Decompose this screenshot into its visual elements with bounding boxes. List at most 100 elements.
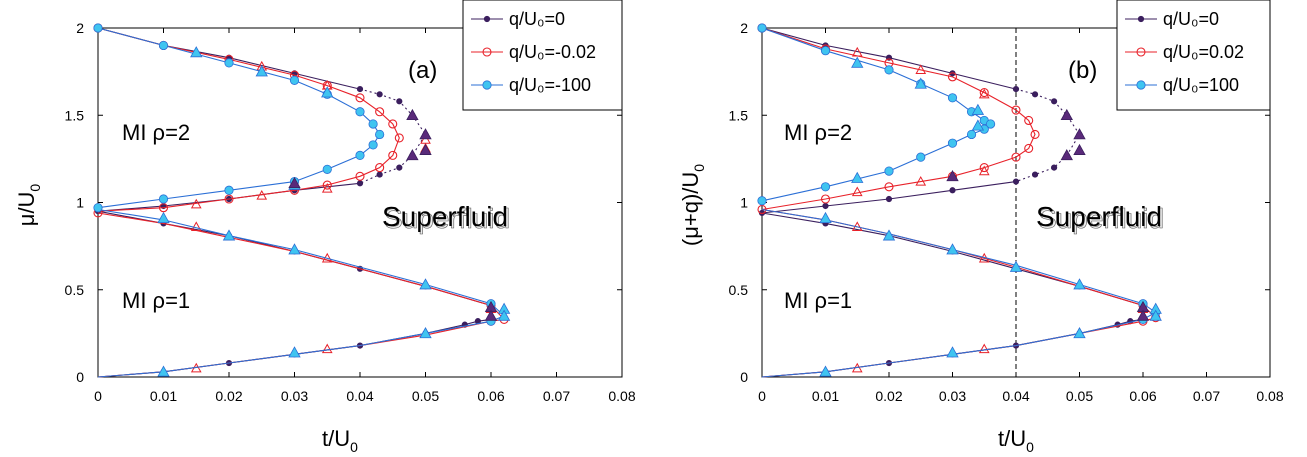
x-axis-label-sub: 0 bbox=[350, 439, 358, 455]
dark-triangles bbox=[288, 108, 498, 321]
y-tick-label: 2 bbox=[76, 20, 84, 36]
triangle-point bbox=[255, 65, 268, 77]
data-point bbox=[483, 15, 491, 23]
series-2 bbox=[93, 23, 511, 378]
legend: q/U₀=0 q/U₀=-0.02 q/U₀=-100 bbox=[462, 0, 623, 111]
triangle-point bbox=[288, 176, 301, 189]
x-tick-label: 0.07 bbox=[543, 388, 570, 404]
data-point bbox=[355, 150, 365, 160]
data-point bbox=[1024, 143, 1034, 153]
legend: q/U₀=0 q/U₀=0.02 q/U₀=100 bbox=[1116, 0, 1271, 111]
data-point bbox=[322, 180, 332, 190]
triangle-point bbox=[190, 198, 202, 209]
triangle-point bbox=[946, 243, 959, 255]
data-point bbox=[93, 203, 103, 213]
x-tick-label: 0.02 bbox=[215, 388, 242, 404]
x-axis: 0 0.01 0.02 0.03 0.04 0.05 0.06 0.07 0.08 bbox=[94, 28, 636, 404]
data-point bbox=[388, 119, 398, 129]
data-point bbox=[224, 58, 234, 68]
data-point bbox=[356, 85, 364, 93]
data-point bbox=[93, 23, 103, 33]
data-point bbox=[482, 47, 492, 57]
triangle-point bbox=[915, 176, 927, 186]
triangle-point bbox=[406, 149, 419, 161]
data-point bbox=[1051, 164, 1058, 171]
y-axis-label-main: (μ+q)/U bbox=[678, 172, 703, 246]
triangle-point bbox=[882, 229, 896, 241]
data-point bbox=[820, 46, 831, 56]
triangle-point bbox=[946, 346, 959, 358]
data-point bbox=[158, 40, 169, 51]
panel-a: 0 0.01 0.02 0.03 0.04 0.05 0.06 0.07 0.08 0 0.5 1 1… bbox=[14, 0, 636, 455]
y-tick-label: 1.5 bbox=[729, 107, 749, 123]
x-tick-label: 0.05 bbox=[1066, 388, 1093, 404]
data-point bbox=[394, 133, 404, 143]
data-point bbox=[224, 185, 234, 195]
data-point bbox=[757, 23, 767, 33]
triangle-point bbox=[419, 128, 432, 140]
data-point bbox=[947, 93, 958, 103]
triangle-point bbox=[946, 170, 959, 182]
data-point bbox=[158, 194, 169, 204]
triangle-point bbox=[157, 211, 170, 224]
data-point bbox=[388, 150, 398, 160]
x-tick-label: 0.03 bbox=[939, 388, 966, 404]
data-point bbox=[356, 180, 364, 187]
data-point bbox=[884, 182, 894, 192]
data-point bbox=[396, 98, 403, 105]
series-line bbox=[97, 27, 400, 212]
data-point bbox=[375, 163, 385, 173]
x-tick-label: 0.08 bbox=[1256, 388, 1283, 404]
region-label-mi1: MI ρ=1 bbox=[784, 288, 852, 313]
y-axis: 0 0.5 1 1.5 2 bbox=[729, 20, 1270, 385]
x-tick-label: 0.01 bbox=[150, 388, 177, 404]
data-point bbox=[368, 140, 378, 150]
data-point bbox=[1030, 129, 1040, 139]
series-group bbox=[757, 23, 1162, 378]
y-axis-label-sub: 0 bbox=[691, 164, 707, 172]
triangle-point bbox=[851, 56, 864, 68]
x-axis-label: t/U0 bbox=[322, 426, 358, 455]
y-tick-label: 0 bbox=[740, 369, 748, 385]
data-point bbox=[1031, 91, 1039, 98]
data-point bbox=[916, 152, 926, 162]
triangle-point bbox=[497, 309, 511, 321]
triangle-point bbox=[914, 77, 927, 89]
triangle-point bbox=[1060, 108, 1073, 121]
x-tick-label: 0.06 bbox=[477, 388, 504, 404]
series-line bbox=[761, 27, 1036, 211]
x-axis-label: t/U0 bbox=[998, 426, 1034, 455]
data-point bbox=[979, 163, 989, 173]
x-tick-label: 0.08 bbox=[608, 388, 635, 404]
data-point bbox=[820, 194, 831, 204]
x-axis-label-main: t/U bbox=[322, 426, 350, 451]
x-tick-label: 0 bbox=[758, 388, 766, 404]
data-point bbox=[1136, 80, 1146, 90]
triangle-point bbox=[851, 186, 863, 197]
data-point bbox=[884, 65, 894, 75]
data-point bbox=[757, 196, 767, 206]
triangle-point bbox=[406, 108, 419, 121]
data-point bbox=[1051, 98, 1058, 105]
triangle-point bbox=[190, 46, 203, 58]
data-point bbox=[376, 171, 383, 178]
data-point bbox=[1024, 115, 1034, 126]
triangle-point bbox=[484, 309, 498, 321]
data-point bbox=[885, 195, 893, 203]
data-point bbox=[289, 75, 300, 85]
data-point bbox=[1137, 15, 1145, 23]
data-point bbox=[375, 129, 385, 140]
x-axis-label-main: t/U bbox=[998, 426, 1026, 451]
panel-label: (a) bbox=[408, 57, 437, 84]
triangle-point bbox=[157, 365, 170, 377]
data-point bbox=[224, 194, 234, 204]
data-point bbox=[757, 204, 767, 215]
data-point bbox=[1011, 105, 1021, 115]
triangle-point bbox=[288, 346, 301, 358]
triangle-point bbox=[190, 221, 202, 232]
y-tick-label: 0.5 bbox=[729, 282, 749, 298]
triangle-point bbox=[419, 278, 432, 290]
data-point bbox=[947, 138, 958, 148]
triangle-point bbox=[978, 88, 990, 99]
